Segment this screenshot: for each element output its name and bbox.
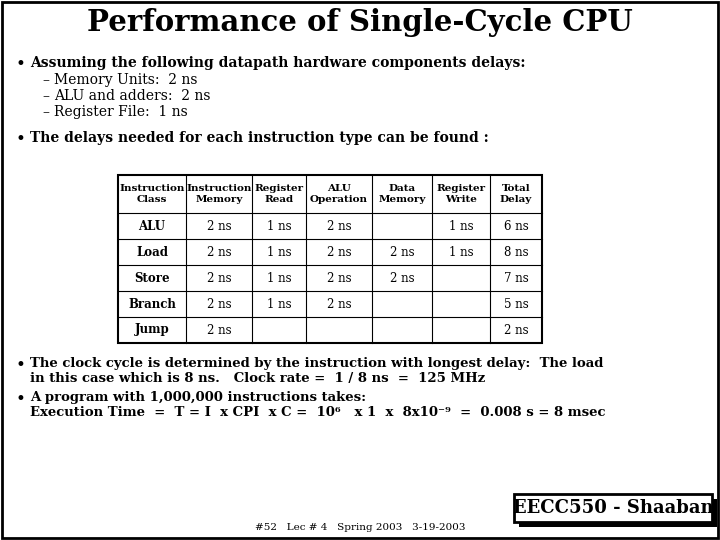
Text: A program with 1,000,000 instructions takes:: A program with 1,000,000 instructions ta… [30,391,366,404]
Text: •: • [16,391,26,408]
Text: 1 ns: 1 ns [449,246,473,259]
Text: 1 ns: 1 ns [266,272,292,285]
Text: 7 ns: 7 ns [503,272,528,285]
Text: 5 ns: 5 ns [503,298,528,310]
Text: Execution Time  =  T = I  x CPI  x C =  10⁶   x 1  x  8x10⁻⁹  =  0.008 s = 8 mse: Execution Time = T = I x CPI x C = 10⁶ x… [30,406,606,419]
Text: 2 ns: 2 ns [327,246,351,259]
Text: The delays needed for each instruction type can be found :: The delays needed for each instruction t… [30,131,489,145]
Text: in this case which is 8 ns.   Clock rate =  1 / 8 ns  =  125 MHz: in this case which is 8 ns. Clock rate =… [30,372,485,385]
Bar [519,499,717,527]
Text: 6 ns: 6 ns [503,219,528,233]
Text: Instruction
Class: Instruction Class [120,184,185,204]
Text: Register
Read: Register Read [254,184,304,204]
Text: 2 ns: 2 ns [207,323,231,336]
Text: The clock cycle is determined by the instruction with longest delay:  The load: The clock cycle is determined by the ins… [30,357,603,370]
Text: 1 ns: 1 ns [266,246,292,259]
Text: •: • [16,131,26,148]
Text: Data
Memory: Data Memory [378,184,426,204]
Text: ALU
Operation: ALU Operation [310,184,368,204]
Text: EECC550 - Shaaban: EECC550 - Shaaban [513,499,714,517]
Text: ALU and adders:  2 ns: ALU and adders: 2 ns [54,89,210,103]
Text: •: • [16,56,26,73]
Text: 2 ns: 2 ns [327,272,351,285]
Text: Assuming the following datapath hardware components delays:: Assuming the following datapath hardware… [30,56,526,70]
Text: Register
Write: Register Write [436,184,485,204]
Text: 2 ns: 2 ns [327,298,351,310]
Text: 2 ns: 2 ns [207,219,231,233]
Text: Register File:  1 ns: Register File: 1 ns [54,105,188,119]
Text: 2 ns: 2 ns [504,323,528,336]
Text: Instruction
Memory: Instruction Memory [186,184,252,204]
Text: •: • [16,357,26,374]
Text: Branch: Branch [128,298,176,310]
Text: ALU: ALU [138,219,166,233]
Text: 1 ns: 1 ns [266,298,292,310]
Bar [118,175,542,343]
Text: Memory Units:  2 ns: Memory Units: 2 ns [54,73,197,87]
Text: Load: Load [136,246,168,259]
Text: 2 ns: 2 ns [327,219,351,233]
Text: Performance of Single-Cycle CPU: Performance of Single-Cycle CPU [87,8,633,37]
Text: Total
Delay: Total Delay [500,184,532,204]
Bar [514,494,712,522]
Text: Store: Store [134,272,170,285]
Text: –: – [42,89,49,103]
Text: 2 ns: 2 ns [390,246,414,259]
Text: –: – [42,105,49,119]
Text: 8 ns: 8 ns [504,246,528,259]
Text: 2 ns: 2 ns [390,272,414,285]
Text: 2 ns: 2 ns [207,272,231,285]
Text: 2 ns: 2 ns [207,298,231,310]
Text: 2 ns: 2 ns [207,246,231,259]
Text: Jump: Jump [135,323,169,336]
Text: 1 ns: 1 ns [449,219,473,233]
Text: 1 ns: 1 ns [266,219,292,233]
Text: #52   Lec # 4   Spring 2003   3-19-2003: #52 Lec # 4 Spring 2003 3-19-2003 [255,523,465,532]
Text: –: – [42,73,49,87]
